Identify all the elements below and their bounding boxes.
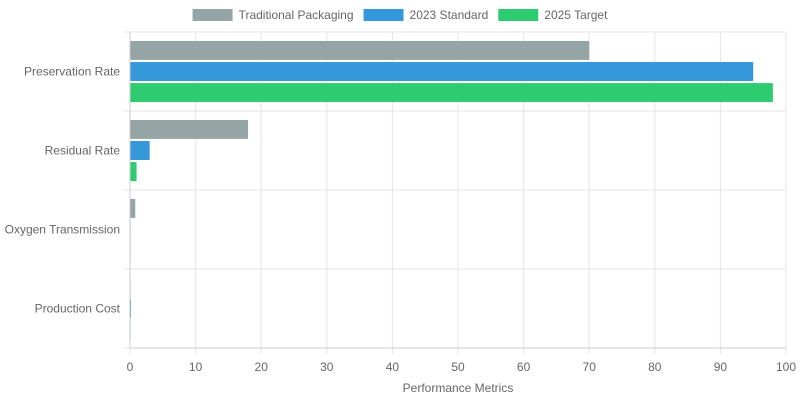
x-tick-label: 30 bbox=[320, 360, 334, 374]
legend-item[interactable]: 2023 Standard bbox=[363, 8, 489, 22]
legend-label: 2023 Standard bbox=[410, 8, 489, 22]
x-tick-label: 80 bbox=[648, 360, 662, 374]
x-tick-label: 50 bbox=[451, 360, 465, 374]
category-label: Residual Rate bbox=[45, 144, 121, 158]
legend-swatch bbox=[363, 9, 404, 21]
x-tick-label: 100 bbox=[776, 360, 796, 374]
x-tick-label: 70 bbox=[583, 360, 597, 374]
bar-2025-target[interactable] bbox=[130, 162, 137, 182]
bar-traditional-packaging[interactable] bbox=[130, 40, 590, 60]
bars bbox=[130, 40, 773, 340]
bar-2023-standard[interactable] bbox=[130, 62, 754, 81]
bar-2025-target[interactable] bbox=[130, 83, 773, 103]
bar-traditional-packaging[interactable] bbox=[130, 119, 249, 139]
x-tick-label: 40 bbox=[386, 360, 400, 374]
x-tick-label: 10 bbox=[189, 360, 203, 374]
legend-label: 2025 Target bbox=[544, 8, 608, 22]
axes: 0 10 20 30 40 50 60 70 80 90 100 Preservation Rate R… bbox=[5, 32, 796, 374]
legend[interactable]: Traditional Packaging 2023 Standard 2025 T… bbox=[192, 8, 609, 22]
category-label: Oxygen Transmission bbox=[5, 223, 120, 237]
legend-item[interactable]: 2025 Target bbox=[498, 8, 608, 22]
legend-item[interactable]: Traditional Packaging bbox=[192, 8, 354, 22]
x-tick-label: 0 bbox=[127, 360, 134, 374]
bar-2023-standard[interactable] bbox=[130, 141, 150, 160]
x-axis-title: Performance Metrics bbox=[403, 381, 514, 395]
x-tick-label: 20 bbox=[255, 360, 269, 374]
bar-traditional-packaging[interactable] bbox=[130, 198, 136, 218]
legend-swatch bbox=[192, 9, 233, 21]
x-tick-label: 90 bbox=[714, 360, 728, 374]
category-label: Production Cost bbox=[35, 302, 121, 316]
legend-label: Traditional Packaging bbox=[239, 8, 354, 22]
category-label: Preservation Rate bbox=[24, 65, 120, 79]
legend-swatch bbox=[498, 9, 539, 21]
x-tick-label: 60 bbox=[517, 360, 531, 374]
